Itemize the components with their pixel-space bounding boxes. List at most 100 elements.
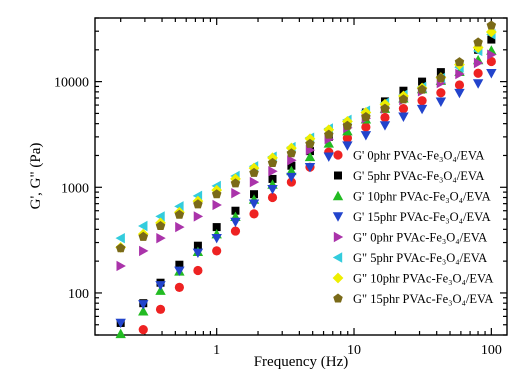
data-point (473, 68, 483, 78)
data-point (249, 176, 260, 188)
data-point (472, 79, 484, 89)
data-point (193, 241, 202, 250)
x-tick-label: 10 (347, 343, 361, 358)
data-point (334, 171, 342, 180)
y-tick-label: 100 (68, 287, 89, 302)
y-axis-title: G', G" (Pa) (28, 143, 44, 210)
data-point (230, 226, 241, 236)
data-point (193, 199, 203, 209)
data-point (115, 232, 125, 244)
legend-label: G" 0phr PVAc-Fe₃O₄/EVA (353, 231, 487, 245)
data-point (174, 282, 184, 292)
data-point (212, 223, 221, 232)
data-point (332, 252, 343, 263)
data-point (212, 199, 222, 211)
data-point (211, 233, 222, 244)
data-point (268, 174, 277, 183)
data-point (249, 167, 259, 177)
data-point (115, 328, 126, 339)
legend-entry: G' 15phr PVAc-Fe₃O₄/EVA (332, 210, 491, 224)
legend-entry: G' 0phr PVAc-Fe₃O₄/EVA (333, 149, 484, 163)
data-point (138, 306, 149, 316)
data-point (332, 190, 344, 201)
data-point (268, 165, 278, 177)
x-axis-title: Frequency (Hz) (254, 354, 349, 369)
x-tick-label: 100 (481, 343, 502, 358)
data-point (174, 209, 185, 219)
data-points (115, 20, 497, 339)
data-point (231, 206, 240, 215)
legend-label: G' 5phr PVAc-Fe₃O₄/EVA (353, 169, 484, 183)
data-point (436, 73, 446, 83)
legend-label: G' 0phr PVAc-Fe₃O₄/EVA (353, 149, 484, 163)
legend-entry: G" 5phr PVAc-Fe₃O₄/EVA (332, 251, 487, 265)
legend-marker (334, 171, 342, 180)
legend-label: G" 5phr PVAc-Fe₃O₄/EVA (353, 251, 487, 265)
data-point (417, 84, 427, 94)
data-point (267, 192, 278, 203)
data-point (138, 300, 149, 310)
data-point (175, 221, 185, 233)
data-point (155, 281, 166, 291)
data-point (212, 246, 222, 256)
data-point (304, 151, 316, 162)
data-point (193, 265, 203, 276)
data-point (175, 260, 184, 269)
data-point (333, 231, 344, 243)
legend-entry: G" 0phr PVAc-Fe₃O₄/EVA (333, 231, 487, 245)
data-point (192, 248, 204, 258)
data-point (138, 324, 148, 335)
data-point (472, 42, 484, 53)
legend-entry: G" 10phr PVAc-Fe₃O₄/EVA (332, 272, 493, 286)
data-point (115, 243, 126, 253)
data-point (435, 97, 447, 107)
data-point (230, 178, 241, 188)
y-tick-label: 1000 (61, 181, 89, 196)
data-point (342, 120, 353, 130)
data-point (436, 88, 446, 98)
data-point (486, 56, 496, 67)
data-point (487, 35, 496, 44)
data-point (230, 217, 241, 228)
data-point (473, 57, 484, 69)
data-point (286, 165, 297, 176)
legend: G' 0phr PVAc-Fe₃O₄/EVA G' 5phr PVAc-Fe₃O… (332, 149, 493, 306)
data-point (379, 121, 391, 131)
data-point (267, 157, 278, 167)
legend-marker (332, 190, 344, 201)
data-point (305, 138, 315, 148)
data-point (455, 68, 465, 80)
legend-entry: G' 10phr PVAc-Fe₃O₄/EVA (332, 190, 491, 204)
data-point (324, 129, 334, 139)
legend-marker (332, 212, 344, 222)
data-point (156, 232, 166, 244)
data-point (174, 266, 185, 277)
data-point (487, 49, 497, 60)
data-point (398, 104, 409, 114)
data-point (248, 199, 260, 209)
data-point (398, 94, 409, 104)
plot-frame (94, 17, 508, 336)
data-point (486, 20, 497, 30)
data-point (361, 112, 371, 122)
legend-marker (332, 272, 344, 284)
legend-label: G' 15phr PVAc-Fe₃O₄/EVA (353, 210, 491, 224)
data-point (332, 212, 344, 222)
data-point (380, 112, 390, 123)
series-pentagon (115, 20, 497, 253)
data-point (116, 260, 126, 272)
data-point (231, 187, 241, 199)
data-point (416, 104, 428, 115)
legend-label: G' 10phr PVAc-Fe₃O₄/EVA (353, 190, 491, 204)
legend-marker (332, 252, 343, 263)
data-point (486, 69, 497, 79)
data-point (193, 211, 204, 222)
data-point (333, 293, 343, 303)
y-tick-label: 10000 (54, 76, 89, 91)
legend-label: G" 15phr PVAc-Fe₃O₄/EVA (353, 292, 493, 306)
data-point (360, 131, 372, 141)
legend-marker (333, 293, 343, 303)
data-point (249, 209, 259, 219)
legend-entry: G" 15phr PVAc-Fe₃O₄/EVA (333, 292, 493, 306)
data-point (333, 150, 343, 160)
